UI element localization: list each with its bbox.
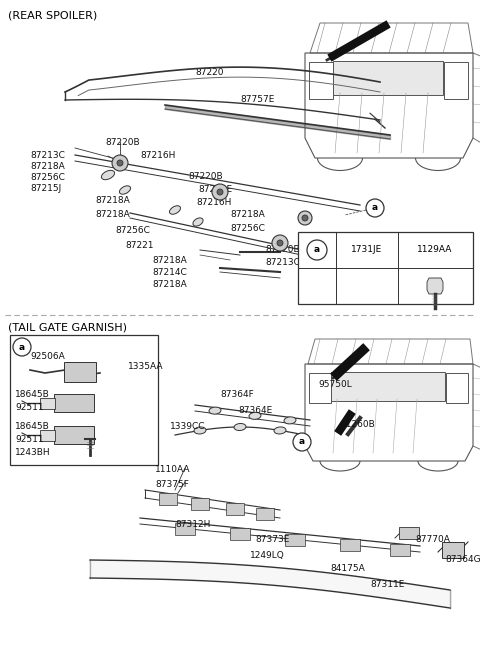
FancyBboxPatch shape [331, 372, 445, 401]
Polygon shape [427, 278, 443, 294]
FancyBboxPatch shape [191, 498, 209, 510]
FancyBboxPatch shape [54, 394, 94, 412]
Text: 1110AA: 1110AA [155, 465, 191, 474]
Ellipse shape [193, 218, 203, 226]
Text: 87213C: 87213C [30, 151, 65, 160]
Text: 18645B: 18645B [15, 390, 50, 399]
FancyBboxPatch shape [159, 494, 177, 505]
Text: 87220B: 87220B [188, 172, 223, 181]
Text: 87375F: 87375F [155, 480, 189, 489]
Circle shape [362, 281, 372, 291]
Text: 87311E: 87311E [370, 580, 404, 589]
Text: 95750L: 95750L [318, 380, 352, 389]
Circle shape [212, 184, 228, 200]
Text: 1249LQ: 1249LQ [250, 551, 285, 560]
FancyBboxPatch shape [340, 539, 360, 551]
Text: 87218A: 87218A [152, 256, 187, 265]
Text: 87256C: 87256C [230, 224, 265, 233]
Text: 87212E: 87212E [198, 185, 232, 194]
Text: 87216H: 87216H [140, 151, 175, 160]
Circle shape [117, 160, 123, 166]
Ellipse shape [209, 407, 221, 414]
Text: a: a [19, 342, 25, 351]
Text: 1243BH: 1243BH [15, 448, 50, 457]
Circle shape [293, 433, 311, 451]
Text: 87218A: 87218A [95, 210, 130, 219]
Circle shape [277, 240, 283, 246]
Text: 87218A: 87218A [230, 210, 265, 219]
Text: 81260B: 81260B [340, 420, 375, 429]
Text: a: a [299, 437, 305, 446]
Text: 87312H: 87312H [175, 520, 210, 529]
FancyBboxPatch shape [175, 523, 195, 534]
Ellipse shape [101, 170, 115, 180]
Text: (REAR SPOILER): (REAR SPOILER) [8, 10, 97, 20]
FancyBboxPatch shape [10, 335, 158, 465]
Ellipse shape [249, 412, 261, 419]
Ellipse shape [194, 427, 206, 434]
Text: 1731JE: 1731JE [351, 245, 383, 254]
FancyBboxPatch shape [226, 503, 244, 515]
FancyBboxPatch shape [298, 232, 473, 304]
Text: 87220B: 87220B [265, 245, 300, 254]
Text: 87218A: 87218A [95, 196, 130, 205]
FancyBboxPatch shape [230, 528, 250, 540]
Text: a: a [314, 245, 320, 254]
Circle shape [217, 189, 223, 195]
FancyBboxPatch shape [39, 397, 55, 408]
FancyBboxPatch shape [285, 534, 305, 545]
Text: 87373E: 87373E [255, 535, 289, 544]
Circle shape [112, 155, 128, 171]
Text: 87220: 87220 [195, 68, 224, 77]
Text: 92511: 92511 [15, 403, 44, 412]
Circle shape [13, 338, 31, 356]
Text: 87256C: 87256C [30, 173, 65, 182]
Text: a: a [372, 204, 378, 212]
Text: 87256C: 87256C [115, 226, 150, 235]
FancyBboxPatch shape [442, 542, 464, 558]
Text: 87213C: 87213C [265, 258, 300, 267]
Circle shape [366, 199, 384, 217]
Text: 1335AA: 1335AA [128, 362, 164, 371]
FancyBboxPatch shape [54, 426, 94, 444]
Text: (TAIL GATE GARNISH): (TAIL GATE GARNISH) [8, 322, 127, 332]
Text: 87216H: 87216H [196, 198, 231, 207]
Text: 87218A: 87218A [152, 280, 187, 289]
FancyBboxPatch shape [333, 61, 443, 95]
Text: 92511: 92511 [15, 435, 44, 444]
Circle shape [302, 215, 308, 221]
Text: 1339CC: 1339CC [170, 422, 205, 431]
Text: 87364G: 87364G [445, 555, 480, 564]
Text: 87364F: 87364F [220, 390, 254, 399]
FancyBboxPatch shape [64, 362, 96, 382]
Circle shape [272, 235, 288, 251]
FancyBboxPatch shape [39, 430, 55, 441]
Text: 1129AA: 1129AA [417, 245, 453, 254]
Ellipse shape [274, 427, 286, 434]
Circle shape [355, 274, 379, 298]
Ellipse shape [284, 417, 296, 424]
Ellipse shape [234, 424, 246, 430]
Ellipse shape [169, 206, 180, 214]
Circle shape [298, 211, 312, 225]
Text: 87214C: 87214C [152, 268, 187, 277]
Circle shape [347, 259, 363, 275]
Text: 87220B: 87220B [105, 138, 140, 147]
Text: 87221: 87221 [125, 241, 154, 250]
Text: 87215J: 87215J [30, 184, 61, 193]
Text: 87770A: 87770A [415, 535, 450, 544]
Text: 84175A: 84175A [330, 564, 365, 573]
FancyBboxPatch shape [399, 527, 419, 539]
Circle shape [307, 240, 327, 260]
Text: 87757E: 87757E [240, 95, 275, 104]
FancyBboxPatch shape [390, 544, 410, 556]
Text: 92506A: 92506A [30, 352, 65, 361]
FancyBboxPatch shape [256, 508, 274, 520]
Ellipse shape [120, 186, 131, 194]
Text: 18645B: 18645B [15, 422, 50, 431]
Circle shape [352, 264, 358, 270]
Text: 87364E: 87364E [238, 406, 272, 415]
Text: 87218A: 87218A [30, 162, 65, 171]
